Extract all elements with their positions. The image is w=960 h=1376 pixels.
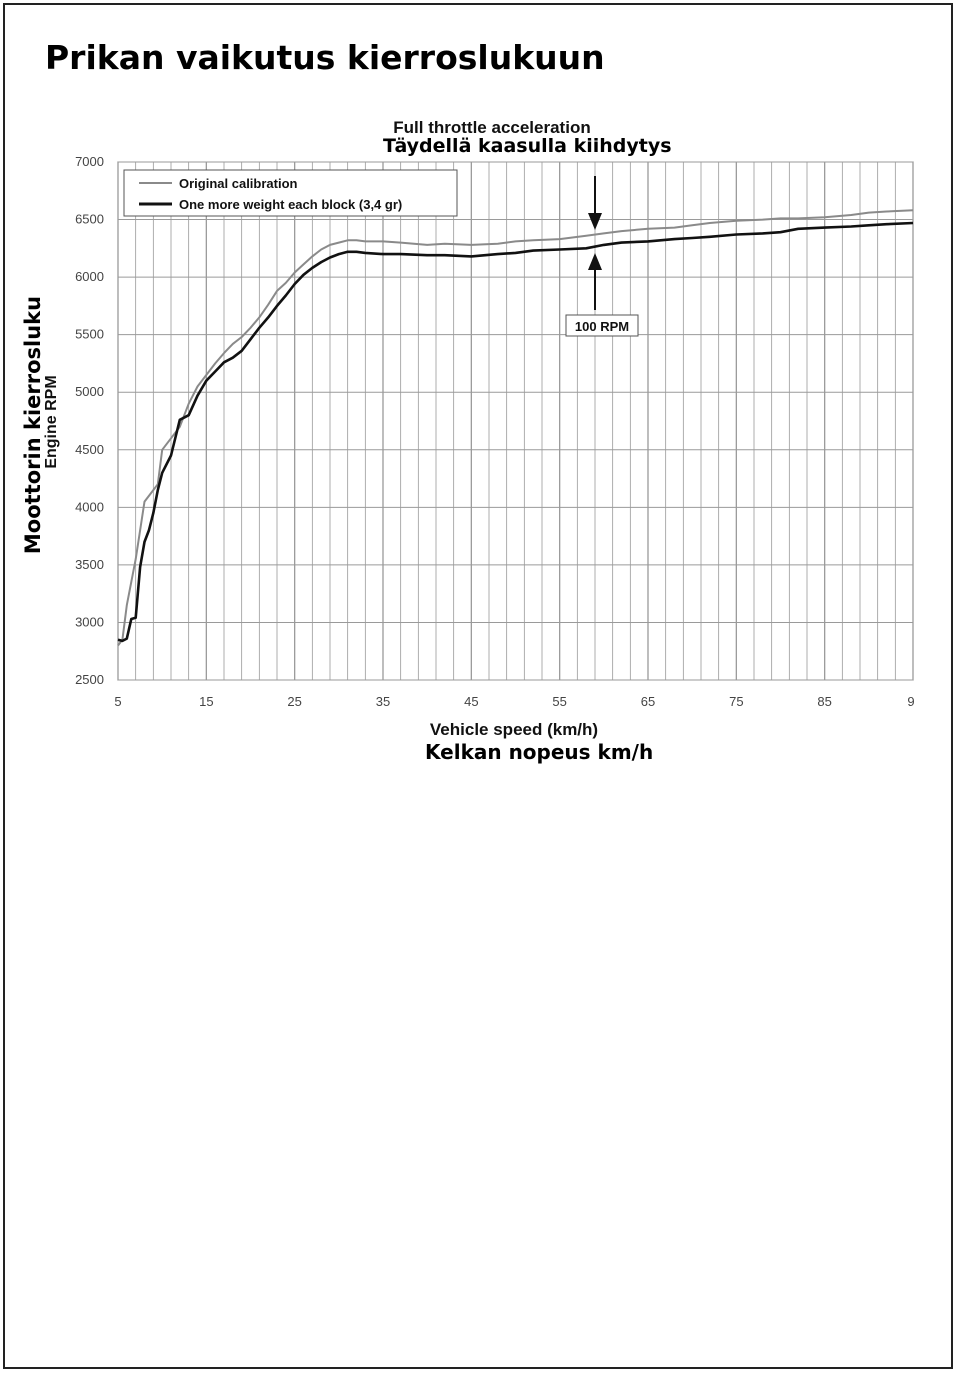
y-tick-label: 7000 — [75, 154, 104, 169]
x-axis-label: Vehicle speed (km/h) — [430, 720, 598, 739]
y-tick-label: 3500 — [75, 557, 104, 572]
legend-box — [123, 169, 458, 217]
chart-title: Full throttle acceleration — [393, 118, 590, 137]
series-line-original — [117, 209, 914, 647]
x-tick-label: 55 — [552, 694, 566, 709]
page-title: Prikan vaikutus kierroslukuun — [45, 38, 605, 77]
x-tick-label: 25 — [287, 694, 301, 709]
x-tick-label: 5 — [114, 694, 121, 709]
annotation-label: 100 RPM — [575, 319, 629, 334]
x-tick-label: 85 — [817, 694, 831, 709]
y-tick-label: 2500 — [75, 672, 104, 687]
x-tick-label: 45 — [464, 694, 478, 709]
y-axis-label: Engine RPM — [43, 375, 60, 468]
plot-area — [117, 161, 914, 681]
y-tick-label: 5500 — [75, 327, 104, 342]
annotation-box — [565, 314, 639, 337]
x-tick-label: 75 — [729, 694, 743, 709]
x-tick-labels: 5 15 25 35 45 55 65 75 85 9 — [114, 694, 914, 709]
rpm-difference-marker: 100 RPM — [565, 176, 639, 337]
x-tick-label: 65 — [641, 694, 655, 709]
rpm-chart: Full throttle acceleration 2500 3000 3500 4… — [43, 118, 915, 739]
y-tick-label: 3000 — [75, 614, 104, 629]
series-line-modified — [117, 221, 914, 643]
y-tick-label: 6500 — [75, 212, 104, 227]
y-tick-label: 5000 — [75, 384, 104, 399]
y-tick-label: 6000 — [75, 269, 104, 284]
x-tick-label: 9 — [907, 694, 914, 709]
finnish-subtitle: Täydellä kaasulla kiihdytys — [383, 135, 672, 157]
finnish-x-axis-label: Kelkan nopeus km/h — [425, 740, 654, 764]
arrow-up-icon — [588, 253, 602, 270]
y-tick-label: 4000 — [75, 499, 104, 514]
series-lines — [117, 209, 914, 647]
y-tick-labels: 2500 3000 3500 4000 4500 5000 5500 6000 6500 7000 — [75, 154, 104, 687]
y-tick-label: 4500 — [75, 442, 104, 457]
grid-lines — [117, 161, 914, 681]
x-tick-label: 35 — [376, 694, 390, 709]
legend-label-original: Original calibration — [179, 176, 298, 191]
x-tick-label: 15 — [199, 694, 213, 709]
arrow-down-icon — [588, 213, 602, 230]
legend-label-modified: One more weight each block (3,4 gr) — [179, 197, 402, 212]
